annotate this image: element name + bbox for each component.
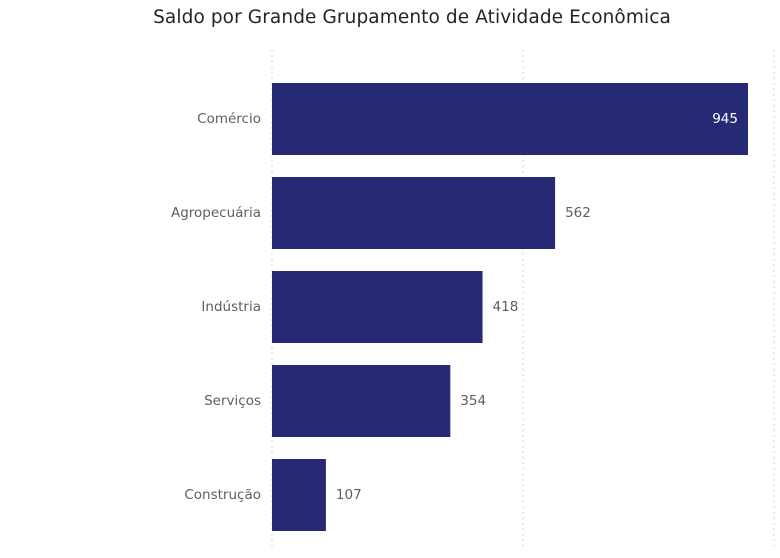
bar-1[interactable]: [272, 177, 556, 249]
data-label-0: 945: [712, 111, 738, 127]
bar-2[interactable]: [272, 271, 483, 343]
category-label-2: Indústria: [201, 299, 261, 315]
bar-3[interactable]: [272, 365, 451, 437]
data-label-2: 418: [493, 299, 519, 315]
category-label-3: Serviços: [204, 393, 261, 409]
bar-4[interactable]: [272, 459, 326, 531]
category-label-1: Agropecuária: [171, 205, 261, 221]
data-label-4: 107: [336, 487, 362, 503]
data-label-1: 562: [565, 205, 591, 221]
bar-0[interactable]: [272, 83, 748, 155]
data-label-3: 354: [460, 393, 486, 409]
category-label-0: Comércio: [197, 111, 261, 127]
category-label-4: Construção: [184, 487, 261, 503]
chart-title: Saldo por Grande Grupamento de Atividade…: [153, 7, 671, 28]
